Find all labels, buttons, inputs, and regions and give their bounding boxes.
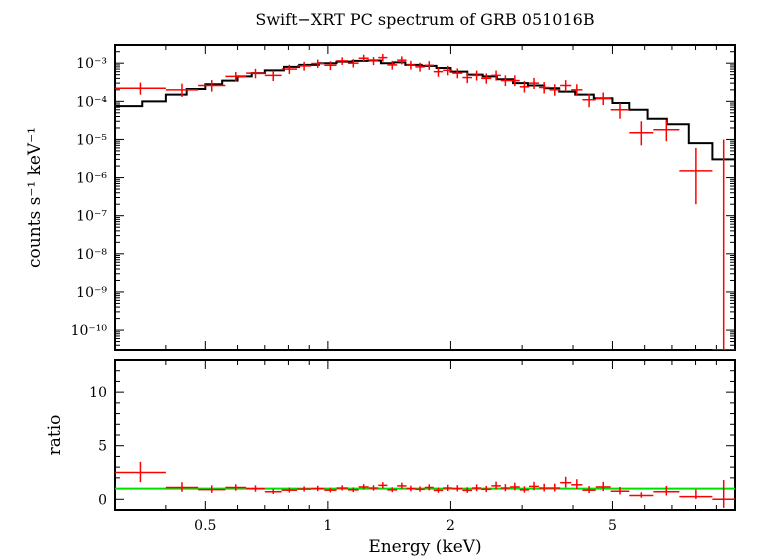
data-group-top: [115, 54, 735, 350]
y-tick-label-top: 10⁻⁸: [76, 247, 107, 263]
chart-title: Swift−XRT PC spectrum of GRB 051016B: [255, 10, 594, 29]
y-tick-label-top: 10⁻⁷: [76, 209, 107, 225]
x-tick-label: 2: [446, 518, 455, 534]
x-axis-label: Energy (keV): [368, 537, 481, 556]
data-group-bot: [115, 462, 735, 508]
y-tick-label-bot: 5: [98, 439, 107, 455]
y-axis-label-bot: ratio: [45, 415, 65, 456]
y-tick-label-top: 10⁻⁴: [76, 94, 107, 110]
y-tick-label-bot: 10: [89, 385, 107, 401]
chart-svg: Swift−XRT PC spectrum of GRB 051016B 0.5 1…: [0, 0, 758, 556]
y-tick-label-top: 10⁻³: [76, 56, 107, 72]
y-tick-label-top: 10⁻¹⁰: [71, 323, 108, 339]
y-axis-label-top: counts s⁻¹ keV⁻¹: [25, 127, 45, 268]
x-tick-label: 5: [608, 518, 617, 534]
y-tick-label-top: 10⁻⁵: [76, 132, 107, 148]
y-tick-label-bot: 0: [98, 492, 107, 508]
top-panel-frame: [115, 45, 735, 350]
x-tick-label: 1: [323, 518, 332, 534]
x-tick-label: 0.5: [194, 518, 216, 534]
chart-container: Swift−XRT PC spectrum of GRB 051016B 0.5 1…: [0, 0, 758, 556]
y-tick-label-top: 10⁻⁶: [76, 171, 107, 187]
y-tick-label-top: 10⁻⁹: [76, 285, 107, 301]
